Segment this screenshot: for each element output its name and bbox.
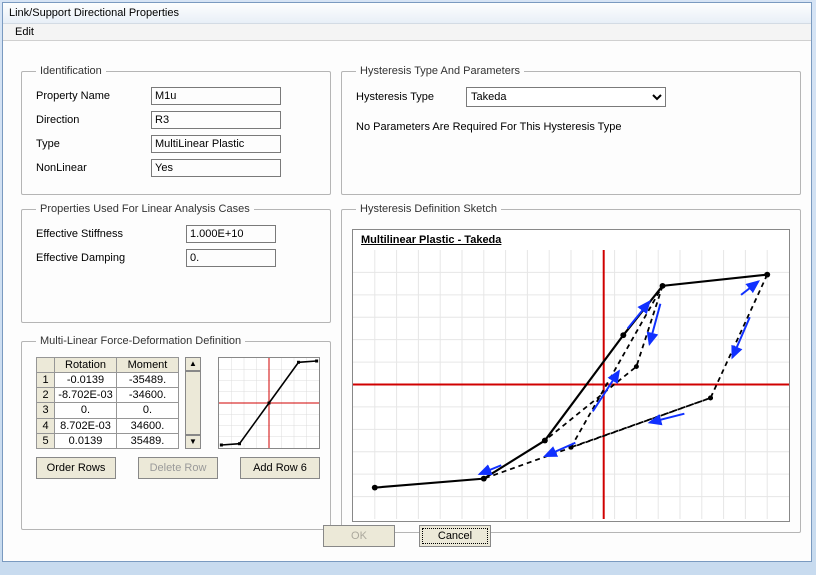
effective-damping-field [186,249,276,267]
scroll-down-button[interactable]: ▼ [185,435,201,449]
nonlinear-label: NonLinear [36,162,151,174]
force-deformation-group: Multi-Linear Force-Deformation Definitio… [21,335,331,530]
rotation-cell[interactable]: 8.702E-03 [55,418,117,433]
rotation-cell[interactable]: 0. [55,403,117,418]
delete-row-button[interactable]: Delete Row [138,457,218,479]
row-number: 3 [37,403,55,418]
row-number: 5 [37,433,55,448]
type-label: Type [36,138,151,150]
dialog-buttons: OK Cancel [3,525,811,547]
effective-stiffness-field [186,225,276,243]
sketch-panel: Multilinear Plastic - Takeda [352,229,790,522]
hysteresis-sketch-group: Hysteresis Definition Sketch Multilinear… [341,203,801,533]
linear-legend: Properties Used For Linear Analysis Case… [36,203,254,215]
force-col-rotation: Rotation [55,358,117,373]
force-legend: Multi-Linear Force-Deformation Definitio… [36,335,245,347]
moment-cell[interactable]: -35489. [117,373,179,388]
table-row[interactable]: 1-0.0139-35489. [37,373,179,388]
sketch-title: Multilinear Plastic - Takeda [353,230,789,250]
menu-bar: Edit [3,24,811,41]
effective-stiffness-label: Effective Stiffness [36,228,186,240]
hysteresis-note: No Parameters Are Required For This Hyst… [356,121,790,133]
type-field [151,135,281,153]
cancel-button[interactable]: Cancel [419,525,491,547]
row-number: 1 [37,373,55,388]
linear-analysis-group: Properties Used For Linear Analysis Case… [21,203,331,323]
table-row[interactable]: 50.013935489. [37,433,179,448]
ok-button[interactable]: OK [323,525,395,547]
moment-cell[interactable]: 34600. [117,418,179,433]
add-row-button[interactable]: Add Row 6 [240,457,320,479]
force-table[interactable]: Rotation Moment 1-0.0139-35489.2-8.702E-… [36,357,179,449]
hysteresis-type-legend: Hysteresis Type And Parameters [356,65,524,77]
moment-cell[interactable]: -34600. [117,388,179,403]
table-row[interactable]: 30.0. [37,403,179,418]
scroll-up-button[interactable]: ▲ [185,357,201,371]
hysteresis-type-group: Hysteresis Type And Parameters Hysteresi… [341,65,801,195]
mini-chart [218,357,320,449]
content-area: Identification Property Name Direction T… [3,41,811,561]
moment-cell[interactable]: 35489. [117,433,179,448]
rotation-cell[interactable]: -8.702E-03 [55,388,117,403]
rotation-cell[interactable]: 0.0139 [55,433,117,448]
property-name-field [151,87,281,105]
menu-edit[interactable]: Edit [9,24,40,40]
sketch-canvas [353,250,789,519]
hysteresis-type-select[interactable]: Takeda [466,87,666,107]
effective-damping-label: Effective Damping [36,252,186,264]
identification-legend: Identification [36,65,106,77]
nonlinear-field [151,159,281,177]
direction-label: Direction [36,114,151,126]
moment-cell[interactable]: 0. [117,403,179,418]
hysteresis-type-label: Hysteresis Type [356,91,466,103]
force-table-scroll[interactable]: ▲ ▼ [185,357,201,449]
sketch-legend: Hysteresis Definition Sketch [356,203,501,215]
rotation-cell[interactable]: -0.0139 [55,373,117,388]
title-bar: Link/Support Directional Properties [3,3,811,24]
force-table-corner [37,358,55,373]
order-rows-button[interactable]: Order Rows [36,457,116,479]
table-row[interactable]: 48.702E-0334600. [37,418,179,433]
row-number: 2 [37,388,55,403]
identification-group: Identification Property Name Direction T… [21,65,331,195]
table-row[interactable]: 2-8.702E-03-34600. [37,388,179,403]
dialog-window: Link/Support Directional Properties Edit… [2,2,812,562]
direction-field [151,111,281,129]
window-title: Link/Support Directional Properties [9,7,179,19]
row-number: 4 [37,418,55,433]
property-name-label: Property Name [36,90,151,102]
force-col-moment: Moment [117,358,179,373]
